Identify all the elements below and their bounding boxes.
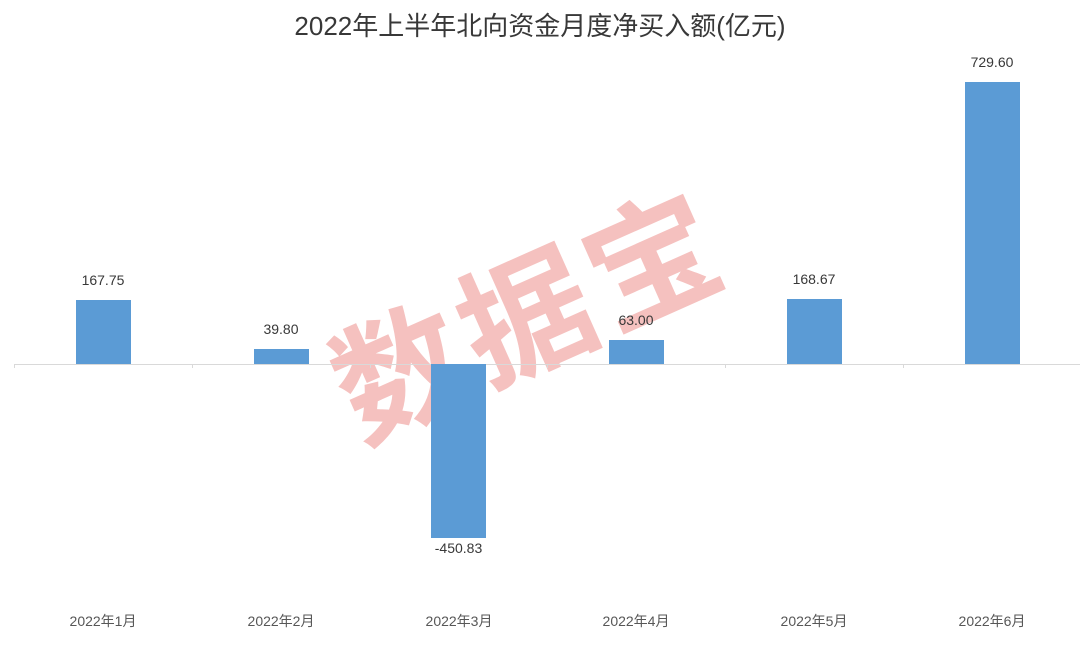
svg-text:数据宝: 数据宝: [298, 137, 752, 478]
